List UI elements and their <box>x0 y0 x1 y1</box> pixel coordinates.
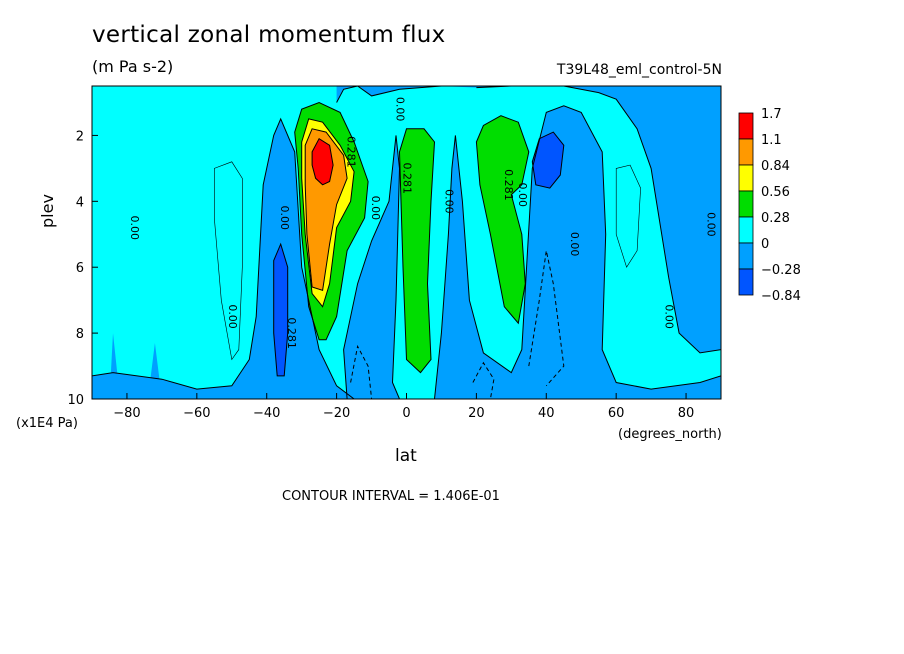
contour-interval: CONTOUR INTERVAL = 1.406E-01 <box>282 489 500 504</box>
contour-label: 0.00 <box>705 212 718 237</box>
colorbar-label: 1.7 <box>761 107 782 122</box>
lightblue-region-4 <box>109 333 120 399</box>
colorbar-swatch <box>738 216 754 244</box>
contour-closed-7 <box>311 137 334 186</box>
green-region-2 <box>476 115 529 324</box>
contour-closed-2 <box>475 115 530 325</box>
contour-label: 0.00 <box>442 189 455 214</box>
contour-closed-4 <box>531 131 565 189</box>
contour-closed-3 <box>273 242 289 377</box>
colorbar-swatch <box>738 242 754 270</box>
contour-label: 0.281 <box>502 169 515 201</box>
colorbar-label: 0.84 <box>761 159 790 174</box>
chart-title: vertical zonal momentum flux <box>92 22 446 48</box>
x-tick-label: 40 <box>538 406 555 421</box>
dashed-contour-1 <box>472 361 495 399</box>
contour-label: 0.00 <box>226 304 239 329</box>
colorbar-swatch <box>738 112 754 140</box>
contour-line-1 <box>343 135 401 399</box>
thin-contour-1 <box>615 164 641 268</box>
lightblue-region-3 <box>336 86 721 353</box>
y-tick-label: 4 <box>76 195 84 210</box>
lightblue-region-5 <box>147 343 162 399</box>
contour-label: 0.281 <box>345 136 358 168</box>
colorbar-label: 0 <box>761 237 769 252</box>
blue-region-0 <box>273 244 288 376</box>
x-tick-label: 0 <box>402 406 410 421</box>
dataset-name: T39L48_eml_control-5N <box>556 62 722 78</box>
y-tick-label: 8 <box>76 327 84 342</box>
x-tick-label: −80 <box>113 406 140 421</box>
contour-label: 0.00 <box>663 304 676 329</box>
contour-closed-0 <box>294 101 369 341</box>
contour-label: 0.00 <box>369 196 382 221</box>
y-tick-label: 2 <box>76 129 84 144</box>
x-axis-units: (degrees_north) <box>618 427 722 442</box>
contour-line-2 <box>434 105 721 399</box>
x-tick-label: 60 <box>608 406 625 421</box>
red-region <box>312 138 334 185</box>
contour-label: 0.00 <box>128 215 141 240</box>
contour-label: 0.00 <box>278 206 291 231</box>
x-tick-label: −40 <box>253 406 280 421</box>
x-tick-label: −60 <box>183 406 210 421</box>
contour-closed-1 <box>398 128 436 374</box>
x-tick-label: 80 <box>678 406 695 421</box>
contour-label: 0.00 <box>394 97 407 122</box>
contour-line-3 <box>336 86 442 103</box>
contour-line-0 <box>92 117 355 399</box>
lightblue-region-2 <box>434 105 721 399</box>
x-tick-label: 20 <box>468 406 485 421</box>
contour-label: 0.281 <box>285 317 298 349</box>
colorbar-label: −0.84 <box>761 289 801 304</box>
chart-units: (m Pa s-2) <box>92 57 174 76</box>
colorbar-label: 0.28 <box>761 211 790 226</box>
y-tick-label: 6 <box>76 261 84 276</box>
x-tick-label: −20 <box>323 406 350 421</box>
contour-closed-6 <box>304 128 348 291</box>
lightblue-region-0 <box>92 118 355 399</box>
contour-label: 0.00 <box>516 182 529 207</box>
green-region-1 <box>399 128 435 373</box>
thin-contour-0 <box>214 161 243 361</box>
colorbar-label: 0.56 <box>761 185 790 200</box>
x-axis-label: lat <box>395 446 417 466</box>
colorbar-label: −0.28 <box>761 263 801 278</box>
colorbar-swatch <box>738 138 754 166</box>
lightblue-region-6 <box>179 385 187 399</box>
blue-region-1 <box>532 132 564 189</box>
y-axis-units: (x1E4 Pa) <box>16 416 78 431</box>
dashed-contour-2 <box>528 250 565 387</box>
contour-closed-5 <box>301 118 355 308</box>
y-tick-label: 10 <box>67 393 84 408</box>
colorbar-swatch <box>738 268 754 296</box>
contour-label: 0.281 <box>401 163 414 195</box>
contour-line-4 <box>476 86 721 354</box>
lightblue-region-1 <box>343 135 400 399</box>
colorbar-swatch <box>738 190 754 218</box>
colorbar-label: 1.1 <box>761 133 782 148</box>
colorbar-swatch <box>738 164 754 192</box>
contour-label: 0.00 <box>568 232 581 257</box>
